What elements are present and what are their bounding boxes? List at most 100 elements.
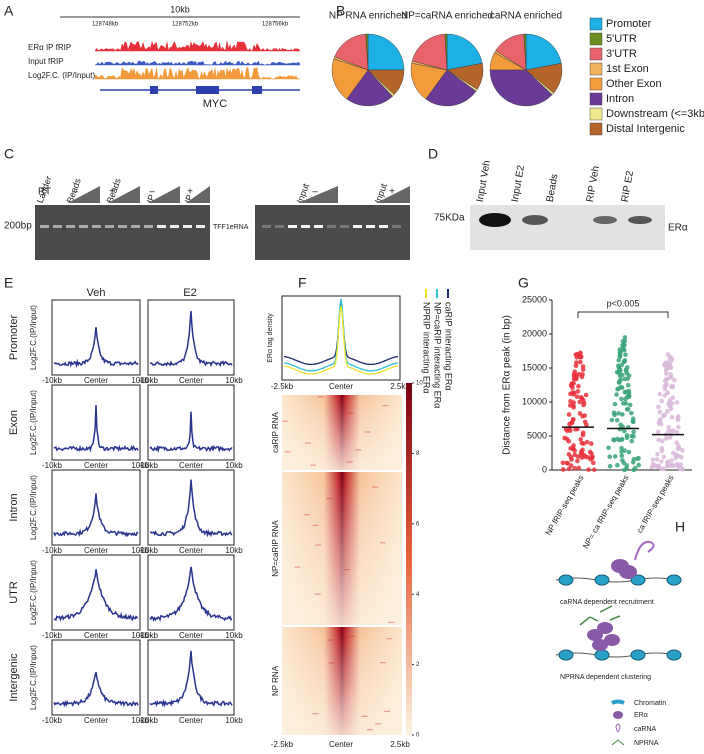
gel-band [170, 225, 179, 228]
scatter-dot [560, 467, 566, 472]
scatter-dot [617, 350, 623, 355]
y-axis-label: Log2F.C.(IP/Input) [29, 475, 38, 540]
legend-label: Promoter [606, 18, 652, 30]
scatter-dot [620, 412, 625, 417]
caption: NPRNA dependent clustering [560, 674, 651, 681]
y-tick-label: 25000 [522, 294, 547, 304]
x-tick-label: Center [329, 740, 353, 749]
heatmap-streak [364, 431, 371, 433]
pie-title: NP=caRNA enriched [401, 11, 493, 22]
y-axis-label: Log2F.C.(IP/Input) [29, 390, 38, 455]
scatter-dot [665, 409, 670, 414]
heatmap-streak [355, 449, 362, 451]
pie-slice [425, 69, 477, 107]
pie-slice [346, 69, 393, 107]
scatter-dot [583, 392, 589, 398]
y-tick-label: 10000 [522, 396, 547, 406]
row-label: UTR [8, 581, 20, 604]
heatmap-streak [314, 593, 321, 595]
scatter-dot [565, 460, 570, 466]
gel-band [131, 225, 140, 228]
y-axis-label: ERα tag density [267, 313, 274, 363]
rt-sign: – [72, 187, 78, 198]
scatter-dot [662, 412, 667, 418]
scatter-dot [619, 445, 624, 451]
profile-line [283, 298, 399, 372]
x-tick-label: Center [179, 716, 203, 725]
scatter-dot [623, 352, 628, 358]
panel-label: H [675, 519, 685, 535]
era [587, 629, 603, 641]
nucleosome [594, 574, 610, 586]
y-axis-label: Distance from ERα peak (in bp) [502, 315, 513, 455]
scatter-dot [669, 458, 674, 463]
x-tick-label: ca fRIP-seq peaks [635, 474, 675, 535]
scatter-dot [663, 360, 669, 366]
blot [470, 205, 665, 250]
x-tick-label: 10kb [131, 376, 149, 385]
pie-slice [367, 69, 405, 95]
x-tick-label: -10kb [42, 461, 63, 470]
lane-label: IP [183, 193, 195, 204]
profile-line [53, 671, 139, 708]
x-tick-label: Center [84, 546, 108, 555]
blot-band [522, 215, 548, 225]
scatter-dot [571, 390, 577, 396]
wedge [108, 186, 140, 203]
exon [196, 86, 208, 94]
scatter-dot [631, 456, 637, 462]
scatter-dot [629, 410, 634, 416]
rt-sign: – [149, 187, 155, 198]
scatter-dot [572, 465, 578, 471]
x-tick-label: 10kb [131, 546, 149, 555]
scatter-dot [655, 429, 661, 435]
profile-frame [147, 469, 235, 546]
row-label: Promoter [8, 315, 20, 361]
wedge [68, 186, 100, 203]
legend-swatch [589, 47, 603, 61]
era [597, 622, 613, 634]
legend-label: ERα [634, 712, 648, 719]
legend-label: Downstream (<=3kb) [606, 108, 704, 120]
track-signal [94, 40, 301, 52]
lane-label: IP [145, 193, 157, 204]
scatter-dot [580, 430, 586, 436]
scatter-dot [674, 400, 680, 405]
rt-sign: + [187, 187, 193, 198]
scatter-dot [625, 382, 631, 388]
y-tick-label: 20000 [522, 328, 547, 338]
scatter-dot [580, 364, 586, 369]
nprna [579, 605, 621, 626]
profile-frame [51, 554, 141, 631]
scatter-dot [680, 447, 685, 453]
era [619, 565, 637, 579]
profile-frame [147, 384, 235, 461]
x-tick-label: Center [84, 716, 108, 725]
rt-label: RT [38, 187, 51, 198]
scatter-dot [611, 437, 616, 442]
gel-band [366, 225, 375, 228]
x-tick-label: 2.5kb [390, 382, 410, 391]
scatter-dot [631, 467, 637, 473]
scatter-dot [668, 365, 674, 371]
scatter-dot [578, 354, 584, 360]
scatter-dot [606, 445, 611, 451]
legend-swatch [589, 62, 603, 76]
scatter-dot [676, 424, 681, 430]
scatter-dot [621, 428, 627, 434]
scatter-dot [588, 441, 594, 446]
x-tick-label: -2.5kb [271, 382, 294, 391]
track-signal [94, 66, 301, 80]
scatter-dot [655, 451, 660, 457]
scatter-dot [579, 440, 585, 446]
scatter-dot [575, 454, 581, 460]
track-signal [94, 60, 301, 66]
gel-band [157, 225, 166, 228]
profile-line [149, 411, 233, 454]
x-tick-label: 10kb [131, 631, 149, 640]
scatter-dot [615, 462, 620, 468]
scatter-dot [668, 406, 674, 412]
heatmap-streak [346, 461, 353, 463]
blot-band [593, 216, 617, 224]
